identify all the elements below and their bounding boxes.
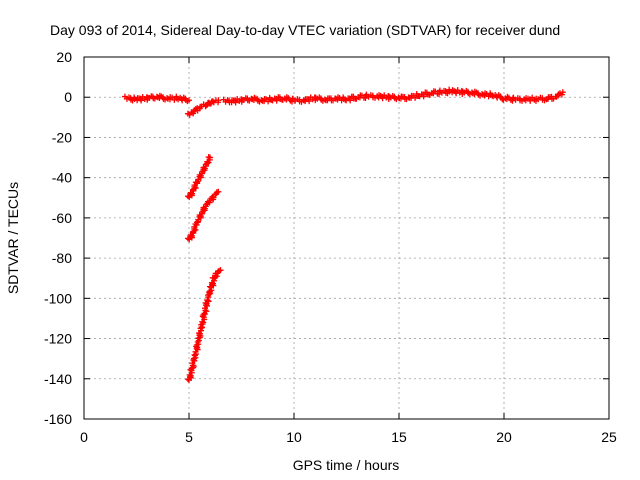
plot-frame bbox=[83, 56, 610, 420]
data-point-marker bbox=[191, 351, 198, 358]
data-point-marker bbox=[288, 98, 295, 105]
data-point-marker bbox=[205, 159, 212, 166]
series-main-band-continued bbox=[220, 86, 566, 106]
x-tick-label: 15 bbox=[391, 429, 407, 445]
x-tick-label: 25 bbox=[601, 429, 617, 445]
y-axis-title: SDTVAR / TECUs bbox=[5, 182, 21, 294]
chart-title: Day 093 of 2014, Sidereal Day-to-day VTE… bbox=[50, 22, 560, 38]
y-tick-label: 20 bbox=[56, 49, 72, 65]
data-point-marker bbox=[207, 154, 213, 161]
series-main-band bbox=[121, 92, 192, 105]
data-point-marker bbox=[189, 190, 195, 197]
data-point-marker bbox=[342, 96, 349, 103]
data-point-marker bbox=[196, 330, 203, 337]
data-point-marker bbox=[193, 342, 200, 349]
y-tick-label: -160 bbox=[44, 411, 72, 427]
data-point-marker bbox=[164, 95, 171, 102]
data-point-marker bbox=[217, 267, 224, 274]
series-recovery-band bbox=[184, 97, 222, 118]
data-point-marker bbox=[210, 280, 217, 287]
data-point-marker bbox=[189, 232, 195, 239]
data-point-marker bbox=[362, 94, 369, 101]
tick-labels-layer: 0 5 10 15 20 25 20 0 -20 -40 -60 -80 -100 -120 -140 -16… bbox=[44, 49, 617, 445]
data-point-marker bbox=[193, 179, 200, 186]
data-point-marker bbox=[209, 98, 216, 105]
data-point-marker bbox=[190, 363, 197, 370]
data-point-marker bbox=[131, 94, 138, 101]
data-point-marker bbox=[215, 188, 222, 195]
y-tick-label: -140 bbox=[44, 371, 72, 387]
data-point-marker bbox=[186, 97, 192, 104]
ticks-layer bbox=[83, 56, 610, 420]
y-tick-label: 0 bbox=[64, 89, 72, 105]
y-tick-label: -100 bbox=[44, 290, 72, 306]
grid-layer bbox=[84, 57, 609, 419]
data-point-marker bbox=[203, 308, 210, 315]
data-point-marker bbox=[192, 226, 199, 233]
data-point-marker bbox=[559, 89, 566, 96]
y-tick-label: -80 bbox=[52, 250, 72, 266]
y-tick-label: -40 bbox=[52, 170, 72, 186]
data-point-marker bbox=[204, 296, 211, 303]
x-tick-label: 20 bbox=[496, 429, 512, 445]
data-point-marker bbox=[187, 372, 194, 379]
y-tick-label: -60 bbox=[52, 210, 72, 226]
x-tick-label: 10 bbox=[286, 429, 302, 445]
y-tick-label: -20 bbox=[52, 129, 72, 145]
series-track-b bbox=[184, 188, 222, 243]
series-track-a bbox=[184, 154, 213, 201]
data-point-marker bbox=[193, 219, 200, 226]
data-point-marker bbox=[509, 97, 516, 104]
y-tick-label: -120 bbox=[44, 331, 72, 347]
data-point-marker bbox=[200, 319, 207, 326]
data-point-marker bbox=[215, 97, 222, 104]
data-point-marker bbox=[192, 184, 199, 191]
x-tick-label: 5 bbox=[185, 429, 193, 445]
series-track-c bbox=[184, 267, 224, 383]
x-tick-label: 0 bbox=[80, 429, 88, 445]
data-layer bbox=[121, 86, 566, 383]
x-axis-title: GPS time / hours bbox=[293, 457, 400, 473]
